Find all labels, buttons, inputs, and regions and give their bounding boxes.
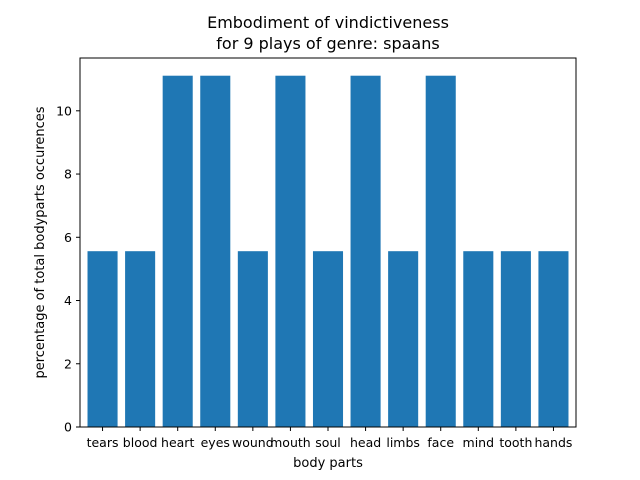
bar-mind <box>463 251 494 427</box>
x-tick-label-wound: wound <box>232 435 274 450</box>
chart-title-line-1: Embodiment of vindictiveness <box>207 13 449 32</box>
y-tick-label-8: 8 <box>64 167 72 182</box>
chart-title-line-2: for 9 plays of genre: spaans <box>216 34 439 53</box>
x-tick-label-heart: heart <box>161 435 194 450</box>
bar-mouth <box>275 75 306 427</box>
bar-blood <box>125 251 156 427</box>
y-tick-label-6: 6 <box>64 230 72 245</box>
plot-frame <box>79 57 577 428</box>
y-tick-label-0: 0 <box>64 420 72 435</box>
bar-tooth <box>500 251 531 427</box>
x-tick-label-eyes: eyes <box>201 435 230 450</box>
bar-wound <box>237 251 268 427</box>
x-tick-label-face: face <box>427 435 454 450</box>
bar-soul <box>312 251 344 427</box>
bar-tears <box>87 251 118 427</box>
bar-eyes <box>200 75 231 427</box>
y-axis-label: percentage of total bodyparts occurences <box>33 106 48 378</box>
y-tick-label-4: 4 <box>64 293 72 308</box>
bar-limbs <box>388 251 419 427</box>
x-tick-label-hands: hands <box>534 435 572 450</box>
bar-hands <box>538 251 569 427</box>
y-tick-label-10: 10 <box>56 103 72 118</box>
bars-group <box>87 75 569 427</box>
bar-head <box>350 75 381 427</box>
bar-heart <box>162 75 193 427</box>
x-tick-label-head: head <box>350 435 381 450</box>
x-tick-label-tears: tears <box>87 435 119 450</box>
y-axis: 0 2 4 6 8 10 <box>56 103 80 435</box>
bar-face <box>425 75 456 427</box>
x-tick-label-mouth: mouth <box>270 435 311 450</box>
x-tick-label-soul: soul <box>315 435 341 450</box>
x-tick-label-blood: blood <box>123 435 158 450</box>
x-axis-label: body parts <box>293 456 363 471</box>
y-tick-label-2: 2 <box>64 356 72 371</box>
x-tick-label-mind: mind <box>463 435 495 450</box>
x-tick-label-tooth: tooth <box>499 435 532 450</box>
x-tick-label-limbs: limbs <box>386 435 420 450</box>
